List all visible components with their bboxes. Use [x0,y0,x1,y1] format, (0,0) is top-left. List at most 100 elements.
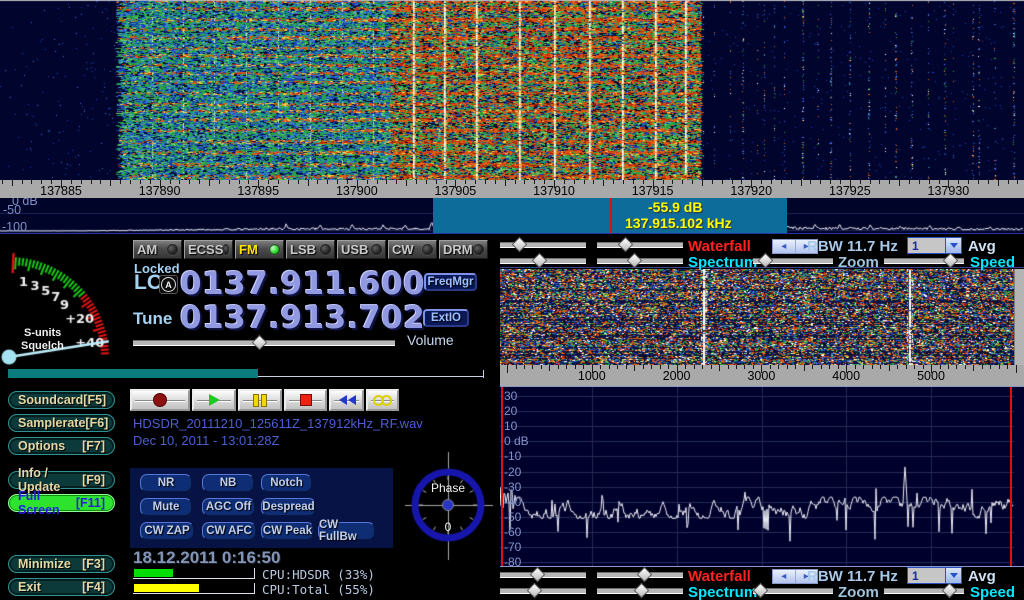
slider-knob[interactable] [757,252,774,269]
speed-slider[interactable] [884,582,964,599]
left-button-full-screen[interactable]: Full Screen [F11] [8,489,115,517]
s-meter-units-label: S-units [24,327,62,339]
slider-knob[interactable] [511,236,528,253]
spectrum-label[interactable]: Spectrum [688,584,758,600]
left-button-soundcard[interactable]: Soundcard [F5] [8,391,115,409]
rbw-readout: RBW 11.7 Hz [807,568,898,585]
rewind-button[interactable] [329,389,364,411]
left-button-exit[interactable]: Exit [F4] [8,578,115,596]
waterfall-label[interactable]: Waterfall [688,568,751,585]
audio-frequency-scale[interactable]: 1000 2000 3000 4000 5000 [500,365,1024,386]
dsp-button-cw-fullbw[interactable]: CW FullBw [318,519,375,543]
dsp-button-cw-afc[interactable]: CW AFC [202,522,256,540]
stop-button[interactable] [284,389,327,411]
arrow-left-icon[interactable]: ◂ [773,240,796,253]
frequency-tick-label: 137915 [631,184,674,198]
slider-knob[interactable] [633,582,650,599]
tune-cursor-line[interactable] [610,198,612,233]
contrast-slider[interactable] [500,566,586,583]
audio-db-label: -30 [504,479,522,494]
loop-button[interactable] [366,389,399,411]
audio-db-label: -20 [504,464,522,479]
dsp-button-agc-off[interactable]: AGC Off [202,498,255,516]
extio-button[interactable]: ExtIO [423,309,469,327]
dsp-button-mute[interactable]: Mute [140,498,192,516]
spectrum-offset-slider[interactable] [597,252,683,269]
dropdown-arrow-icon[interactable] [945,238,961,253]
arrow-left-icon[interactable]: ◂ [773,570,796,583]
speed-slider[interactable] [884,252,964,269]
arrow-right-icon[interactable]: ▸ [803,570,809,582]
mode-button-am[interactable]: AM [133,240,182,259]
slider-knob[interactable] [617,236,634,253]
zoom-slider[interactable] [752,582,833,599]
slider-knob[interactable] [526,582,543,599]
audio-tick-label: 3000 [747,369,776,383]
slider-knob[interactable] [636,566,653,583]
slider-knob[interactable] [626,252,643,269]
volume-slider[interactable] [133,334,395,351]
mode-label: CW [392,242,414,257]
dsp-button-notch[interactable]: Notch [261,474,312,492]
playback-progress-bar[interactable] [8,369,490,380]
audio-waterfall-display[interactable] [500,269,1014,366]
main-waterfall-display[interactable] [0,0,1024,180]
zoom-slider[interactable] [753,252,833,269]
mode-button-usb[interactable]: USB [337,240,386,259]
brightness-slider[interactable] [597,236,683,253]
cpu-usage-label: CPU:HDSDR (33%) [262,567,375,582]
main-frequency-scale[interactable]: 137885 137890 137895 137900 137905 137910 1379… [0,180,1024,198]
audio-db-label: 20 [504,404,518,419]
dsp-button-cw-peak[interactable]: CW Peak [261,522,314,540]
main-spectrum-display[interactable]: 0 dB -50 -100 -55.9 dB 137.915.102 kHz [0,198,1024,234]
left-button-info-update[interactable]: Info / Update [F9] [8,466,115,494]
mode-button-ecss[interactable]: ECSS [184,240,233,259]
arrow-right-icon[interactable]: ▸ [803,240,809,252]
slider-knob[interactable] [531,252,548,269]
left-button-options[interactable]: Options [F7] [8,437,115,455]
dsp-button-despread[interactable]: Despread [261,498,316,516]
left-button-samplerate[interactable]: Samplerate [F6] [8,414,115,432]
play-button[interactable] [192,389,236,411]
waterfall-shift-control[interactable]: ◂ ▸ [772,569,818,584]
waterfall-shift-control[interactable]: ◂ ▸ [772,239,818,254]
tune-frequency-display[interactable]: 0137.913.702 [180,300,426,336]
brightness-slider[interactable] [597,566,683,583]
audio-tick-label: 2000 [662,369,691,383]
pause-button[interactable] [238,389,282,411]
waterfall-label[interactable]: Waterfall [688,238,751,255]
audio-db-label: -10 [504,449,522,464]
avg-dropdown[interactable]: 1 [907,567,962,584]
spectrum-gain-slider[interactable] [500,582,586,599]
spectrum-gain-slider[interactable] [500,252,586,269]
freqmgr-button[interactable]: FreqMgr [424,273,477,291]
dsp-button-cw-zap[interactable]: CW ZAP [140,522,194,540]
spectrum-label[interactable]: Spectrum [688,254,758,271]
dsp-button-nb[interactable]: NB [202,474,254,492]
contrast-slider[interactable] [500,236,586,253]
cpu-meter-fill [134,569,173,577]
mode-button-lsb[interactable]: LSB [286,240,335,259]
record-button[interactable] [130,389,190,411]
dropdown-arrow-icon[interactable] [945,568,961,583]
zoom-range-line-left [501,387,503,566]
mode-button-drm[interactable]: DRM [439,240,488,259]
audio-spectrum-panel[interactable]: 30 20 10 0 dB -10 -20 -30 -40 -50 -60 -70 -80 [500,386,1024,569]
audio-db-label: -40 [504,494,522,509]
slider-knob[interactable] [752,582,769,599]
lo-auto-badge[interactable]: A [159,275,178,294]
speed-label: Speed [970,254,1016,271]
mode-button-cw[interactable]: CW [388,240,437,259]
audio-db-label: -70 [504,540,522,554]
avg-dropdown[interactable]: 1 [907,237,962,254]
frequency-tick-label: 137930 [927,184,970,198]
left-button-minimize[interactable]: Minimize [F3] [8,555,115,573]
slider-knob[interactable] [941,582,958,599]
mode-button-fm[interactable]: FM [235,240,284,259]
waterfall-scrollbar[interactable] [1014,269,1024,366]
dsp-button-nr[interactable]: NR [140,474,192,492]
slider-knob[interactable] [942,252,959,269]
lo-frequency-display[interactable]: 0137.911.600 [180,266,426,302]
spectrum-offset-slider[interactable] [597,582,683,599]
slider-knob[interactable] [529,566,546,583]
